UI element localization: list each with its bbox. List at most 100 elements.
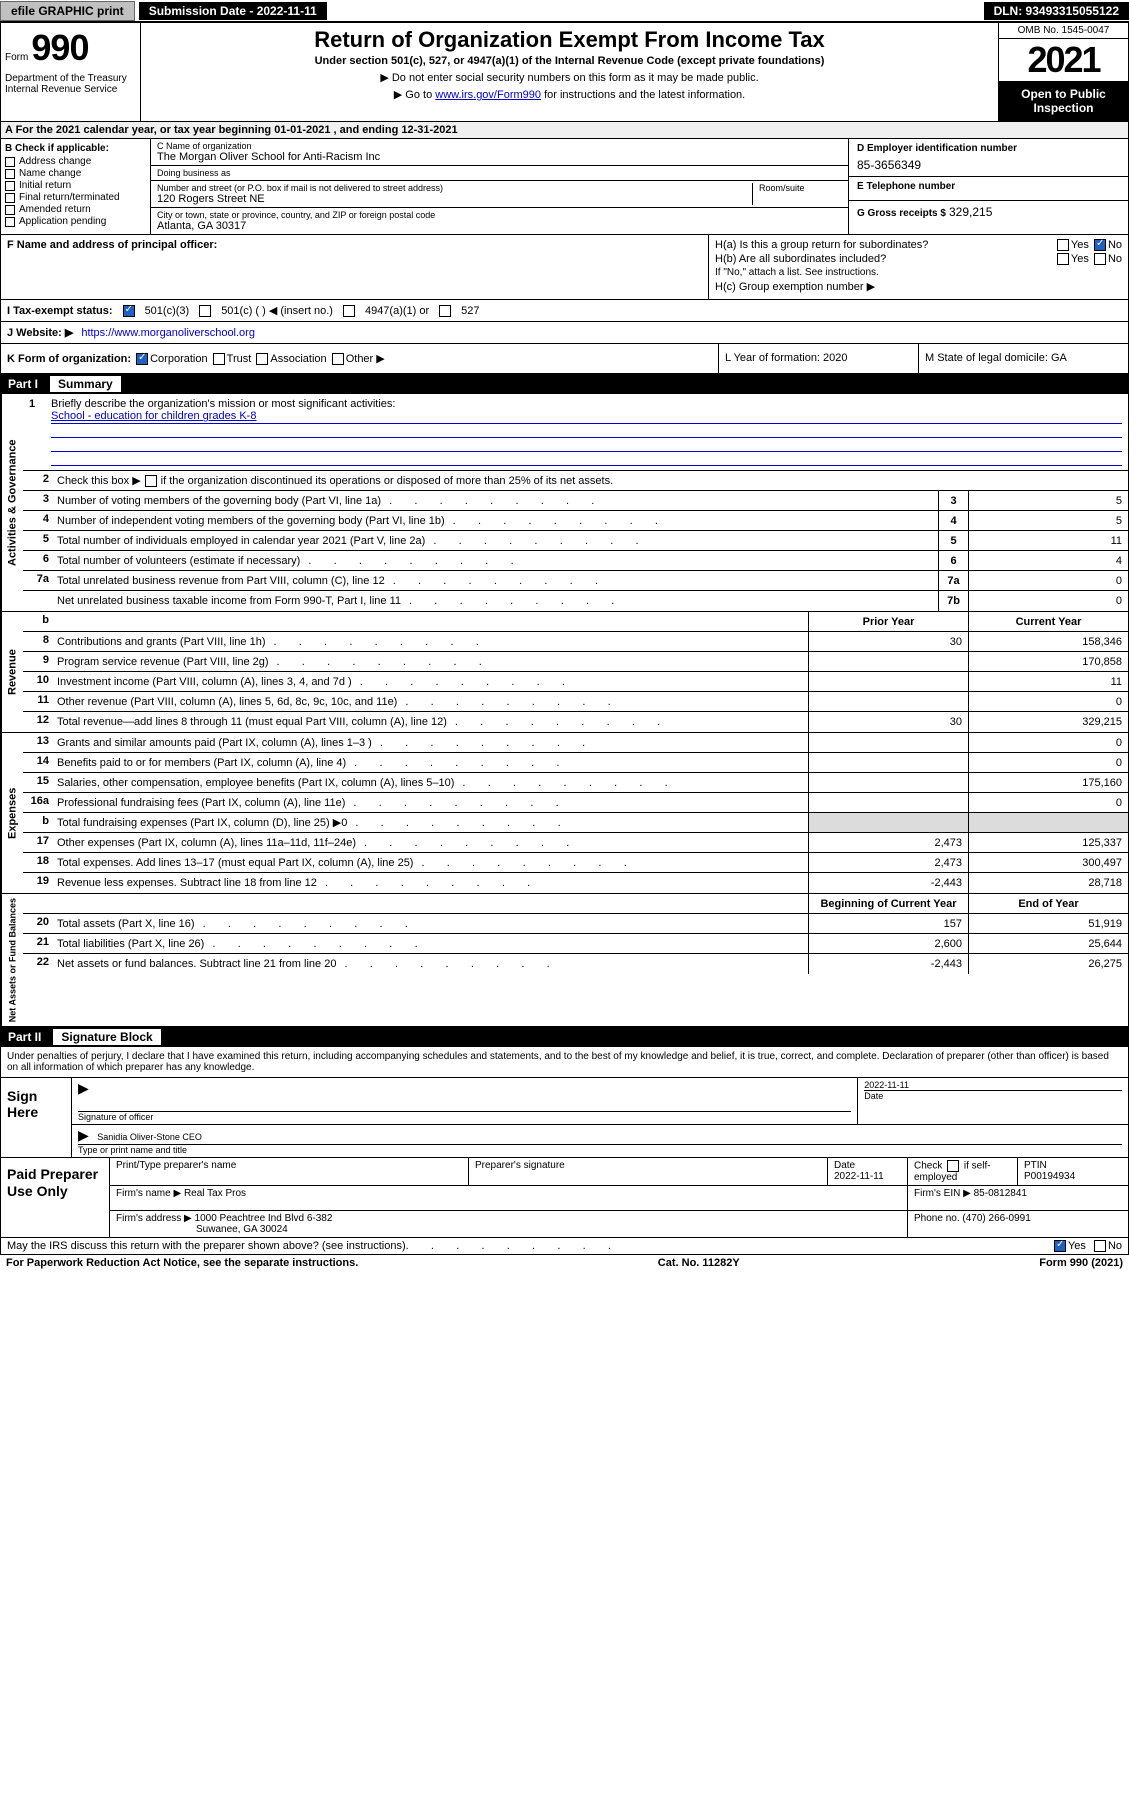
ein-value: 85-3656349 (857, 158, 1120, 172)
room-label: Room/suite (759, 183, 842, 193)
discuss-yes[interactable] (1054, 1240, 1066, 1252)
chk-501c3[interactable] (123, 305, 135, 317)
chk-application-pending[interactable]: Application pending (5, 216, 146, 227)
ha-label: H(a) Is this a group return for subordin… (715, 239, 928, 251)
chk-amended-return[interactable]: Amended return (5, 204, 146, 215)
tax-exempt-label: I Tax-exempt status: (7, 305, 113, 317)
prep-sig-label: Preparer's signature (475, 1160, 821, 1171)
chk-address-change[interactable]: Address change (5, 156, 146, 167)
part-1-title: Summary (50, 376, 121, 392)
summary-row: 15 Salaries, other compensation, employe… (23, 773, 1128, 793)
hb-yes[interactable] (1057, 253, 1069, 265)
row-k: K Form of organization: Corporation Trus… (0, 344, 1129, 374)
chk-501c[interactable] (199, 305, 211, 317)
summary-row: Net unrelated business taxable income fr… (23, 591, 1128, 611)
officer-name: Sanidia Oliver-Stone CEO (97, 1132, 202, 1142)
side-label-revenue: Revenue (1, 612, 23, 732)
section-b-through-g: B Check if applicable: Address change Na… (0, 139, 1129, 235)
city-label: City or town, state or province, country… (157, 210, 842, 220)
summary-row: 3 Number of voting members of the govern… (23, 491, 1128, 511)
firm-phone-label: Phone no. (914, 1213, 960, 1224)
end-year-header: End of Year (968, 894, 1128, 913)
part-2-header: Part II Signature Block (0, 1027, 1129, 1047)
penalty-text: Under penalties of perjury, I declare th… (1, 1047, 1128, 1077)
discuss-no[interactable] (1094, 1240, 1106, 1252)
sign-here-label: Sign Here (1, 1078, 71, 1157)
ha-no[interactable] (1094, 239, 1106, 251)
firm-name: Real Tax Pros (184, 1188, 246, 1199)
part-1-header: Part I Summary (0, 374, 1129, 394)
summary-row: 8 Contributions and grants (Part VIII, l… (23, 632, 1128, 652)
section-b-title: B Check if applicable: (5, 143, 146, 154)
org-name-label: C Name of organization (157, 141, 842, 151)
row-j-website: J Website: ▶ https://www.morganoliversch… (0, 322, 1129, 344)
submission-date: Submission Date - 2022-11-11 (139, 2, 327, 20)
cat-no: Cat. No. 11282Y (658, 1257, 740, 1269)
gross-receipts-value: 329,215 (949, 205, 992, 219)
addr-value: 120 Rogers Street NE (157, 193, 752, 205)
mission-label: Briefly describe the organization's miss… (51, 398, 395, 410)
sig-date-value: 2022-11-11 (864, 1080, 1122, 1090)
section-d-e-g: D Employer identification number 85-3656… (848, 139, 1128, 234)
form-note-2: ▶ Go to www.irs.gov/Form990 for instruct… (151, 88, 988, 101)
open-to-public: Open to Public Inspection (999, 81, 1128, 121)
hb-label: H(b) Are all subordinates included? (715, 253, 886, 265)
side-label-expenses: Expenses (1, 733, 23, 893)
ptin-value: P00194934 (1024, 1171, 1122, 1182)
summary-row: 6 Total number of volunteers (estimate i… (23, 551, 1128, 571)
irs-link[interactable]: www.irs.gov/Form990 (435, 89, 541, 101)
firm-addr-1: 1000 Peachtree Ind Blvd 6-382 (195, 1213, 333, 1224)
prep-name-label: Print/Type preparer's name (116, 1160, 462, 1171)
form-ref: Form 990 (2021) (1039, 1257, 1123, 1269)
year-formation: L Year of formation: 2020 (718, 344, 918, 373)
chk-other[interactable] (332, 353, 344, 365)
firm-phone: (470) 266-0991 (962, 1213, 1030, 1224)
hb-no[interactable] (1094, 253, 1106, 265)
summary-row: 11 Other revenue (Part VIII, column (A),… (23, 692, 1128, 712)
signature-block: Under penalties of perjury, I declare th… (0, 1047, 1129, 1238)
chk-trust[interactable] (213, 353, 225, 365)
summary-row: 12 Total revenue—add lines 8 through 11 … (23, 712, 1128, 732)
omb-number: OMB No. 1545-0047 (999, 23, 1128, 39)
beginning-year-header: Beginning of Current Year (808, 894, 968, 913)
prep-date-value: 2022-11-11 (834, 1171, 901, 1182)
website-link[interactable]: https://www.morganoliverschool.org (81, 327, 255, 339)
ha-yes[interactable] (1057, 239, 1069, 251)
chk-527[interactable] (439, 305, 451, 317)
firm-addr-label: Firm's address ▶ (116, 1213, 192, 1224)
chk-corporation[interactable] (136, 353, 148, 365)
chk-4947[interactable] (343, 305, 355, 317)
summary-row: 13 Grants and similar amounts paid (Part… (23, 733, 1128, 753)
chk-self-employed[interactable] (947, 1160, 959, 1172)
form-word: Form (5, 52, 28, 63)
form-id-block: Form 990 Department of the Treasury Inte… (1, 23, 141, 121)
gross-receipts-label: G Gross receipts $ (857, 208, 946, 219)
chk-discontinued[interactable] (145, 475, 157, 487)
summary-row: 16a Professional fundraising fees (Part … (23, 793, 1128, 813)
sig-date-label: Date (864, 1090, 1122, 1101)
form-number: 990 (31, 27, 88, 68)
sig-officer-label: Signature of officer (78, 1111, 851, 1122)
chk-initial-return[interactable]: Initial return (5, 180, 146, 191)
chk-name-change[interactable]: Name change (5, 168, 146, 179)
current-year-header: Current Year (968, 612, 1128, 631)
mission-text: School - education for children grades K… (51, 410, 1122, 424)
prep-date-label: Date (834, 1160, 901, 1171)
addr-label: Number and street (or P.O. box if mail i… (157, 183, 752, 193)
form-header: Form 990 Department of the Treasury Inte… (0, 22, 1129, 122)
footer: For Paperwork Reduction Act Notice, see … (0, 1255, 1129, 1271)
ptin-label: PTIN (1024, 1160, 1122, 1171)
paperwork-notice: For Paperwork Reduction Act Notice, see … (6, 1257, 358, 1269)
summary-row: 21 Total liabilities (Part X, line 26) 2… (23, 934, 1128, 954)
ein-label: D Employer identification number (857, 143, 1120, 154)
part-2-title: Signature Block (53, 1029, 160, 1045)
summary-row: 9 Program service revenue (Part VIII, li… (23, 652, 1128, 672)
form-note-1: ▶ Do not enter social security numbers o… (151, 71, 988, 84)
dept-label: Department of the Treasury Internal Reve… (5, 73, 136, 95)
revenue-section: Revenue b Prior Year Current Year 8 Cont… (0, 612, 1129, 733)
efile-button[interactable]: efile GRAPHIC print (0, 1, 135, 21)
chk-association[interactable] (256, 353, 268, 365)
tax-year: 2021 (999, 39, 1128, 81)
chk-final-return[interactable]: Final return/terminated (5, 192, 146, 203)
summary-row: 4 Number of independent voting members o… (23, 511, 1128, 531)
